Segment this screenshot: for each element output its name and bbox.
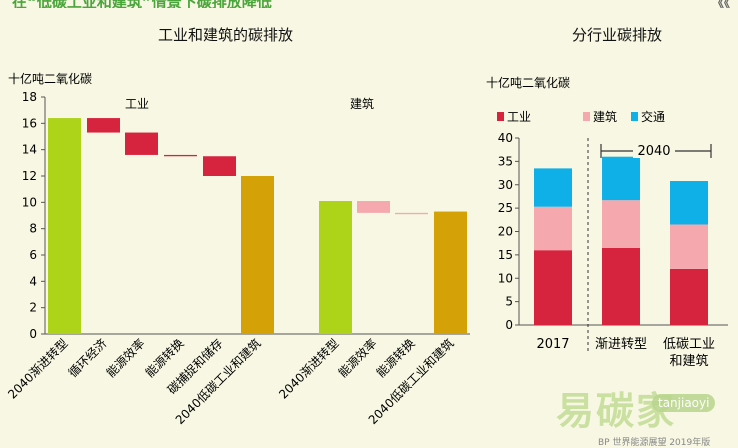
stacked-bar-segment [670,224,708,269]
left-x-tick-label: 能源效率 [335,336,380,381]
left-x-tick-label: 2040渐进转型 [275,336,341,402]
bracket-label: 2040 [637,144,670,159]
stacked-bar-segment [602,200,640,248]
waterfall-bar [164,154,197,157]
left-y-tick-label: 10 [22,195,37,209]
left-y-tick-label: 2 [29,301,37,315]
waterfall-bar [87,118,120,133]
waterfall-bar [357,201,390,213]
stacked-bar-segment [602,156,640,201]
waterfall-bar [241,176,274,334]
left-y-tick-label: 0 [29,327,37,341]
left-y-tick-label: 12 [22,169,37,183]
legend-swatch [583,112,590,121]
cut-title-right: 《《 [711,0,730,8]
right-x-tick-label: 和建筑 [669,353,708,369]
left-x-tick-label: 能源效率 [103,336,148,381]
left-group-label: 工业 [125,97,149,111]
right-x-tick-label: 渐进转型 [595,337,647,352]
stacked-bar-segment [670,181,708,225]
legend-swatch [631,112,638,121]
right-y-tick-label: 20 [498,225,513,239]
right-chart-title: 分行业碳排放 [572,26,663,44]
legend-label: 建筑 [593,109,617,124]
left-y-tick-label: 8 [29,222,37,236]
left-y-tick-label: 4 [29,274,37,288]
stacked-bar-segment [534,168,572,207]
right-y-tick-label: 40 [498,131,513,145]
legend-swatch [497,112,504,121]
legend-label: 工业 [507,110,531,124]
left-y-tick-label: 6 [29,248,37,262]
left-y-axis-label: 十亿吨二氧化碳 [8,71,92,86]
waterfall-bar [125,132,158,155]
left-y-tick-label: 16 [22,116,37,130]
cut-title-text: 在“低碳工业和建筑”情景下碳排放降低 [12,0,272,8]
left-group-label: 建筑 [350,96,374,111]
waterfall-bar [203,156,236,176]
right-x-tick-label: 低碳工业 [663,337,715,352]
right-y-tick-label: 25 [498,201,513,215]
right-y-tick-label: 15 [498,248,513,262]
waterfall-bar [395,212,428,215]
stacked-bar-segment [670,268,708,325]
stacked-bar-segment [602,247,640,325]
right-y-tick-label: 0 [505,318,513,332]
right-y-tick-label: 35 [498,154,513,168]
watermark-site: tanjiaoyi [652,394,716,412]
right-y-tick-label: 5 [505,295,513,309]
left-x-tick-label: 2040渐进转型 [4,336,70,402]
right-y-tick-label: 30 [498,178,513,192]
waterfall-bar [48,118,81,334]
right-x-tick-label: 2017 [536,337,569,352]
bracket-label-bg [633,142,675,158]
left-y-tick-label: 18 [22,90,37,104]
top-cut-title: 在“低碳工业和建筑”情景下碳排放降低 《《 [0,0,738,8]
left-x-tick-label: 循环经济 [65,336,110,381]
stacked-bar-segment [534,206,572,251]
right-y-axis-label: 十亿吨二氧化碳 [486,75,570,90]
waterfall-bar [319,201,352,334]
left-chart-title: 工业和建筑的碳排放 [158,26,294,44]
source-footer: BP 世界能源展望 2019年版 [598,438,711,448]
stacked-bar-segment [534,250,572,325]
left-y-tick-label: 14 [22,143,37,157]
right-y-tick-label: 10 [498,271,513,285]
legend-label: 交通 [641,109,665,124]
waterfall-bar [434,211,467,334]
